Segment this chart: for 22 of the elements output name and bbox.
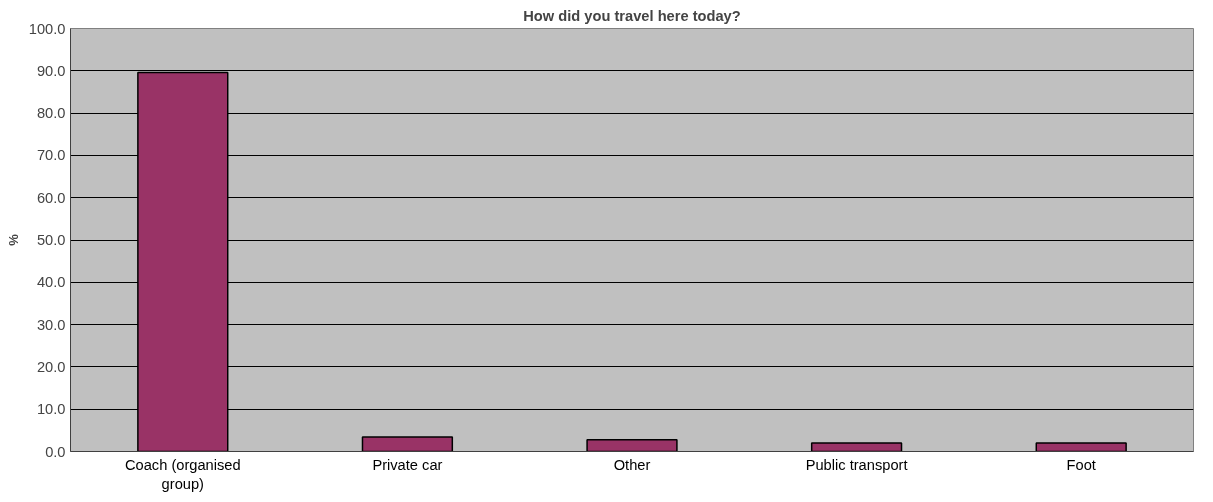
y-tick-label: 100.0 [28, 20, 66, 37]
y-tick-label: 90.0 [36, 62, 66, 79]
y-tick-label: 20.0 [36, 358, 66, 375]
y-axis-title: % [5, 233, 21, 246]
y-tick-label: 60.0 [36, 189, 66, 206]
bar [361, 436, 454, 452]
chart-title: How did you travel here today? [523, 7, 741, 24]
y-tick-label: 40.0 [36, 274, 66, 291]
y-tick-label: 30.0 [36, 316, 66, 333]
y-tick-label: 80.0 [36, 105, 66, 122]
bar [810, 442, 903, 452]
y-tick-label: 10.0 [36, 401, 66, 418]
x-tick-label: Public transport [805, 456, 908, 473]
bar [586, 438, 678, 452]
x-tick-label: Other [613, 456, 651, 473]
x-tick-label: Foot [1066, 456, 1096, 473]
x-tick-label: Private car [372, 456, 443, 473]
y-tick-label: 50.0 [36, 232, 66, 248]
bar [1035, 442, 1127, 452]
y-tick-label: 70.0 [36, 147, 66, 164]
x-tick-label: Coach (organised group) [124, 456, 241, 492]
y-tick-label: 0.0 [45, 443, 66, 460]
